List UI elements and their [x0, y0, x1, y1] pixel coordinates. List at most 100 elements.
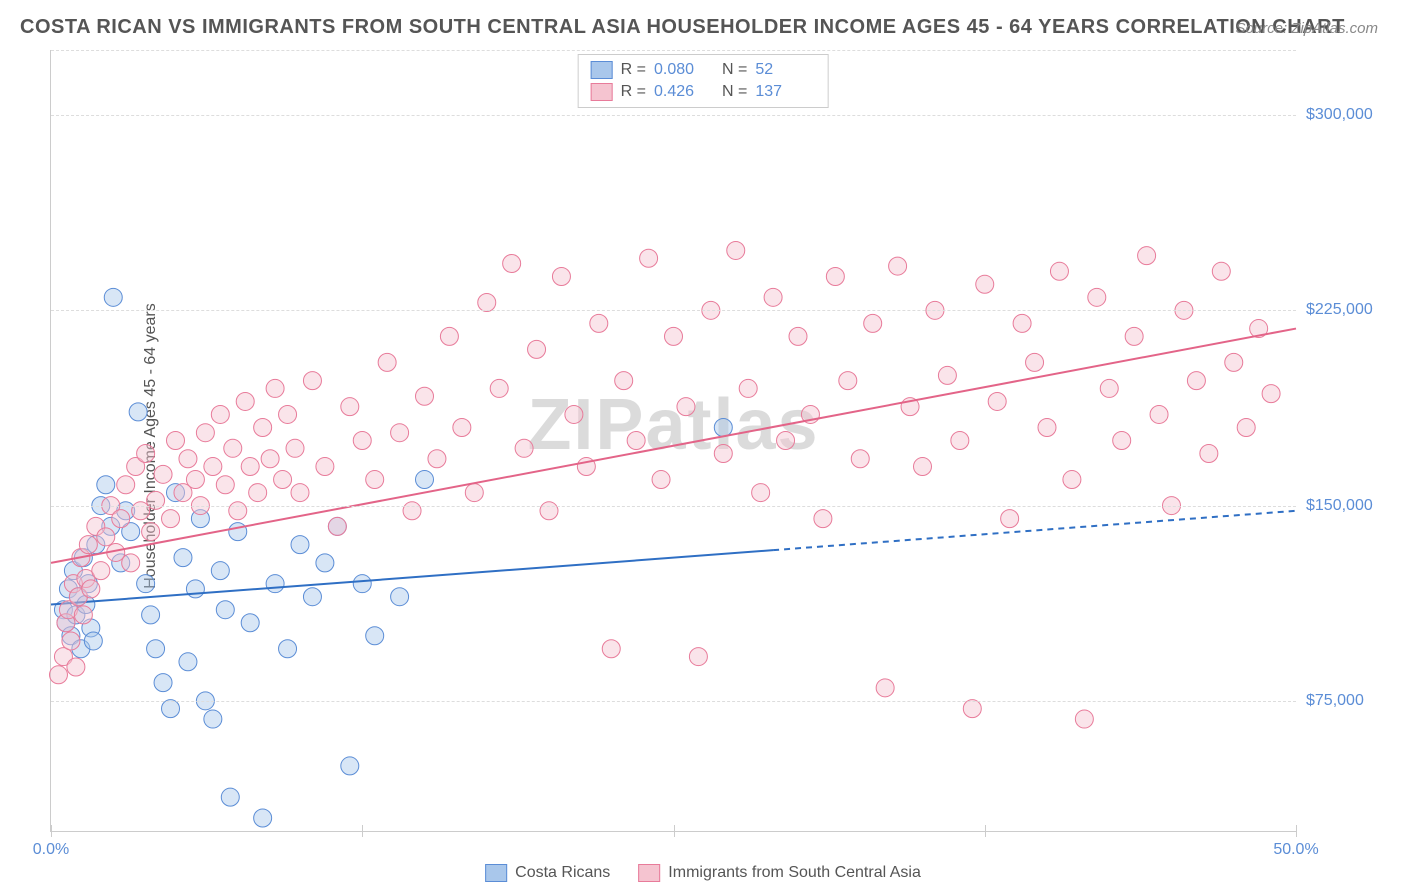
y-tick-label: $225,000: [1306, 301, 1396, 319]
data-point: [988, 392, 1006, 410]
data-point: [137, 445, 155, 463]
data-point: [211, 562, 229, 580]
data-point: [84, 632, 102, 650]
legend-r-value: 0.426: [654, 83, 714, 101]
data-point: [179, 450, 197, 468]
plot-svg: [51, 50, 1296, 831]
data-point: [615, 372, 633, 390]
data-point: [789, 327, 807, 345]
legend-n-value: 137: [755, 83, 815, 101]
data-point: [714, 418, 732, 436]
data-point: [79, 536, 97, 554]
y-tick-label: $300,000: [1306, 106, 1396, 124]
data-point: [416, 471, 434, 489]
data-point: [465, 484, 483, 502]
x-tick: [985, 825, 986, 837]
data-point: [261, 450, 279, 468]
data-point: [316, 554, 334, 572]
data-point: [249, 484, 267, 502]
data-point: [391, 424, 409, 442]
data-point: [914, 458, 932, 476]
data-point: [216, 601, 234, 619]
data-point: [403, 502, 421, 520]
data-point: [241, 458, 259, 476]
data-point: [1026, 353, 1044, 371]
data-point: [154, 465, 172, 483]
data-point: [162, 700, 180, 718]
data-point: [565, 405, 583, 423]
x-tick-label: 50.0%: [1273, 841, 1318, 859]
data-point: [97, 476, 115, 494]
series-legend-label: Costa Ricans: [515, 864, 610, 882]
data-point: [279, 405, 297, 423]
x-tick: [51, 825, 52, 837]
data-point: [453, 418, 471, 436]
data-point: [1063, 471, 1081, 489]
data-point: [1150, 405, 1168, 423]
x-tick: [362, 825, 363, 837]
data-point: [839, 372, 857, 390]
data-point: [689, 648, 707, 666]
data-point: [303, 588, 321, 606]
data-point: [1212, 262, 1230, 280]
data-point: [503, 254, 521, 272]
data-point: [739, 379, 757, 397]
data-point: [1013, 314, 1031, 332]
data-point: [515, 439, 533, 457]
data-point: [122, 554, 140, 572]
data-point: [353, 432, 371, 450]
data-point: [167, 432, 185, 450]
data-point: [1262, 385, 1280, 403]
data-point: [428, 450, 446, 468]
chart-title: COSTA RICAN VS IMMIGRANTS FROM SOUTH CEN…: [20, 16, 1345, 39]
data-point: [147, 640, 165, 658]
data-point: [216, 476, 234, 494]
data-point: [49, 666, 67, 684]
x-tick: [674, 825, 675, 837]
legend-swatch: [638, 864, 660, 882]
data-point: [266, 575, 284, 593]
data-point: [528, 340, 546, 358]
legend-n-label: N =: [722, 83, 747, 101]
data-point: [938, 366, 956, 384]
data-point: [590, 314, 608, 332]
data-point: [112, 510, 130, 528]
gridline: [51, 310, 1296, 311]
legend-swatch: [591, 83, 613, 101]
data-point: [976, 275, 994, 293]
data-point: [291, 484, 309, 502]
data-point: [752, 484, 770, 502]
data-point: [341, 757, 359, 775]
data-point: [627, 432, 645, 450]
data-point: [1075, 710, 1093, 728]
data-point: [1113, 432, 1131, 450]
data-point: [1100, 379, 1118, 397]
data-point: [221, 788, 239, 806]
data-point: [67, 658, 85, 676]
data-point: [62, 632, 80, 650]
data-point: [142, 606, 160, 624]
data-point: [478, 294, 496, 312]
data-point: [366, 471, 384, 489]
data-point: [552, 267, 570, 285]
data-point: [129, 403, 147, 421]
data-point: [229, 502, 247, 520]
data-point: [147, 491, 165, 509]
data-point: [328, 517, 346, 535]
data-point: [876, 679, 894, 697]
data-point: [1187, 372, 1205, 390]
data-point: [142, 523, 160, 541]
data-point: [196, 424, 214, 442]
data-point: [117, 476, 135, 494]
trend-line-extrapolated: [773, 511, 1296, 550]
correlation-legend: R =0.080N =52R =0.426N =137: [578, 54, 829, 108]
data-point: [204, 458, 222, 476]
data-point: [851, 450, 869, 468]
legend-swatch: [485, 864, 507, 882]
legend-row: R =0.080N =52: [591, 59, 816, 81]
trend-line: [51, 550, 773, 604]
data-point: [490, 379, 508, 397]
x-tick: [1296, 825, 1297, 837]
data-point: [341, 398, 359, 416]
series-legend-item: Costa Ricans: [485, 864, 610, 882]
